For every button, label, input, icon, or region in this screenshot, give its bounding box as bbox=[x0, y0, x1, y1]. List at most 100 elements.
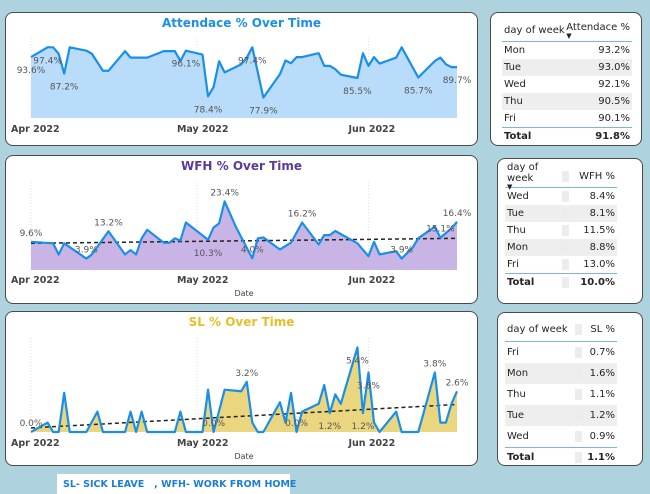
cell-value: 92.1% bbox=[598, 79, 632, 90]
sort-descending-icon: ▼ bbox=[507, 184, 562, 190]
sl-x-tick-label: May 2022 bbox=[177, 438, 229, 449]
sl-data-label: 1.2% bbox=[352, 422, 375, 432]
sl-data-label: 3.8% bbox=[357, 381, 380, 391]
wfh-data-label: 3.9% bbox=[75, 246, 98, 256]
total-value: 1.1% bbox=[575, 452, 617, 463]
cell-day: Thu bbox=[505, 225, 562, 236]
cell-value: 1.2% bbox=[575, 410, 617, 421]
cell-day: Thu bbox=[505, 389, 575, 400]
cell-day: Fri bbox=[505, 347, 575, 358]
cell-value: 11.5% bbox=[562, 225, 617, 236]
cell-day: Wed bbox=[505, 191, 562, 202]
cell-value: 8.8% bbox=[562, 242, 617, 253]
cell-value: 1.1% bbox=[575, 389, 617, 400]
cell-value: 93.0% bbox=[598, 62, 632, 73]
wfh-x-axis-title: Date bbox=[234, 289, 253, 298]
attendance-data-label: 93.6% bbox=[17, 66, 46, 76]
cell-day: Tue bbox=[505, 410, 575, 421]
cell-value: 8.1% bbox=[562, 208, 617, 219]
column-header-attendance[interactable]: Attendace %▼ bbox=[566, 22, 632, 39]
attendance-x-tick-label: Jun 2022 bbox=[347, 124, 395, 135]
total-label: Total bbox=[505, 452, 575, 463]
wfh-data-label: 10.3% bbox=[194, 249, 223, 259]
cell-value: 90.5% bbox=[598, 96, 632, 107]
column-header-day[interactable]: day of week▼ bbox=[505, 162, 562, 190]
cell-day: Fri bbox=[505, 259, 562, 270]
abbreviation-legend: SL- SICK LEAVE , WFH- WORK FROM HOME bbox=[57, 474, 290, 494]
sl-data-label: 0.0% bbox=[285, 419, 308, 429]
wfh-data-label: 3.9% bbox=[390, 246, 413, 256]
attendance-data-label: 97.4% bbox=[33, 56, 62, 66]
column-header-day[interactable]: day of week bbox=[502, 25, 566, 36]
column-header-sl[interactable]: SL % bbox=[575, 324, 617, 335]
total-value: 10.0% bbox=[562, 277, 617, 288]
wfh-x-tick-label: May 2022 bbox=[177, 275, 229, 286]
wfh-data-label: 9.6% bbox=[20, 229, 43, 239]
sl-x-tick-label: Apr 2022 bbox=[11, 438, 60, 449]
cell-day: Thu bbox=[502, 96, 598, 107]
sl-x-axis-title: Date bbox=[234, 452, 253, 461]
attendance-data-label: 78.4% bbox=[194, 105, 223, 115]
cell-day: Wed bbox=[505, 431, 575, 442]
attendance-data-label: 97.4% bbox=[238, 56, 267, 66]
column-header-label: Attendace % bbox=[566, 22, 630, 33]
attendance-data-label: 87.2% bbox=[50, 83, 79, 93]
cell-day: Fri bbox=[502, 113, 598, 124]
cell-day: Wed bbox=[502, 79, 598, 90]
wfh-x-tick-label: Apr 2022 bbox=[11, 275, 60, 286]
cell-value: 0.7% bbox=[575, 347, 617, 358]
total-value: 91.8% bbox=[595, 131, 632, 142]
attendance-data-label: 89.7% bbox=[443, 76, 472, 86]
cell-value: 0.9% bbox=[575, 431, 617, 442]
attendance-x-tick-label: May 2022 bbox=[177, 124, 229, 135]
cell-value: 8.4% bbox=[562, 191, 617, 202]
attendance-data-label: 85.7% bbox=[404, 86, 433, 96]
sl-data-label: 1.2% bbox=[318, 422, 341, 432]
column-header-label: day of week bbox=[507, 162, 538, 184]
column-header-wfh[interactable]: WFH % bbox=[562, 171, 617, 182]
sl-data-label: 2.6% bbox=[446, 378, 469, 388]
wfh-data-label: 13.2% bbox=[94, 218, 123, 228]
cell-day: Tue bbox=[502, 62, 598, 73]
cell-value: 1.6% bbox=[575, 368, 617, 379]
cell-day: Mon bbox=[505, 368, 575, 379]
cell-day: Mon bbox=[502, 45, 598, 56]
cell-value: 13.0% bbox=[562, 259, 617, 270]
wfh-data-label: 4.0% bbox=[241, 245, 264, 255]
attendance-data-label: 96.1% bbox=[172, 60, 201, 70]
sl-data-label: 3.2% bbox=[235, 369, 258, 379]
table-header: day of week Attendace %▼ bbox=[502, 19, 632, 42]
sl-data-label: 3.8% bbox=[423, 359, 446, 369]
cell-day: Tue bbox=[505, 208, 562, 219]
sort-descending-icon: ▼ bbox=[566, 33, 630, 39]
wfh-data-label: 15.1% bbox=[426, 225, 455, 235]
attendance-data-label: 85.5% bbox=[343, 87, 372, 97]
wfh-data-label: 16.2% bbox=[288, 209, 317, 219]
sl-data-label: 5.4% bbox=[346, 356, 369, 366]
table-header: day of week SL % bbox=[505, 317, 617, 342]
total-label: Total bbox=[505, 277, 562, 288]
wfh-area bbox=[31, 201, 457, 270]
sl-area bbox=[31, 347, 457, 432]
wfh-x-tick-label: Jun 2022 bbox=[347, 275, 395, 286]
column-header-day[interactable]: day of week bbox=[505, 324, 575, 335]
